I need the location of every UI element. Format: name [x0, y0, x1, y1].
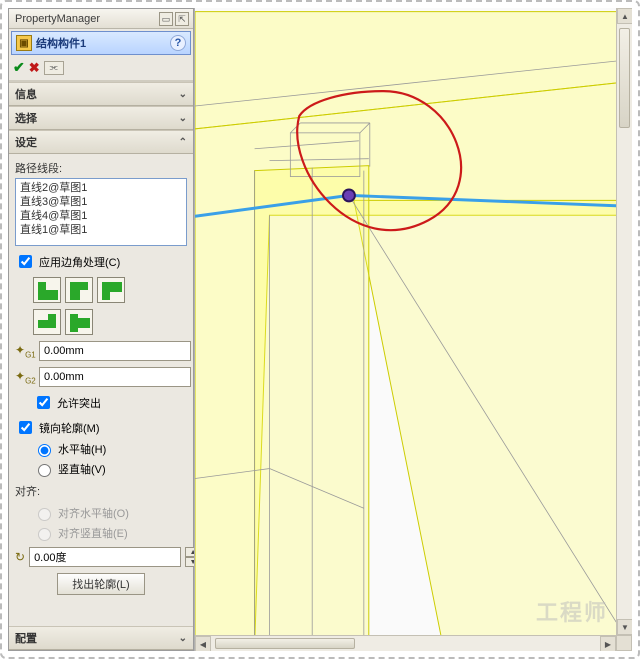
- mirror-profile-checkbox[interactable]: [19, 421, 32, 434]
- corner-treatment-5[interactable]: [65, 309, 93, 335]
- path-segments-list[interactable]: 直线2@草图1 直线3@草图1 直线4@草图1 直线1@草图1: [15, 178, 187, 246]
- g1-icon: ✦G1: [15, 343, 35, 359]
- chevron-up-icon: ⌃: [179, 137, 187, 148]
- corner-treatment-3[interactable]: [97, 277, 125, 303]
- scroll-h-track[interactable]: [211, 636, 600, 651]
- panel-title: PropertyManager: [15, 13, 100, 25]
- viewport-svg: [195, 8, 632, 651]
- section-info-header[interactable]: 信息 ⌄: [9, 82, 193, 106]
- scroll-up-arrow[interactable]: ▲: [617, 8, 632, 24]
- chevron-down-icon: ⌄: [179, 89, 187, 100]
- angle-input[interactable]: [29, 547, 181, 567]
- chevron-down-icon: ⌄: [179, 633, 187, 644]
- scroll-down-arrow[interactable]: ▼: [617, 619, 632, 635]
- pushpin-button[interactable]: ⫘: [44, 61, 64, 75]
- corner-treatment-4[interactable]: [33, 309, 61, 335]
- panel-pin-icon[interactable]: ⇱: [175, 12, 189, 26]
- feature-icon: ▣: [16, 35, 32, 51]
- corner-treatment-1[interactable]: [33, 277, 61, 303]
- scroll-h-thumb[interactable]: [215, 638, 355, 649]
- path-seg-label: 路径线段:: [15, 160, 187, 176]
- graphics-viewport[interactable]: ▲ ▼ ◀ ▶ 工程师: [194, 8, 632, 651]
- align-h-label: 对齐水平轴(O): [58, 505, 129, 521]
- cancel-button[interactable]: ✖: [29, 60, 40, 76]
- align-label: 对齐:: [15, 483, 40, 499]
- align-h-radio: [38, 508, 51, 521]
- section-config-label: 配置: [15, 630, 37, 646]
- mirror-profile-label: 镜向轮廓(M): [39, 420, 100, 436]
- scrollbar-vertical[interactable]: ▲ ▼: [616, 8, 632, 635]
- allow-protrude-checkbox[interactable]: [37, 396, 50, 409]
- scroll-right-arrow[interactable]: ▶: [600, 636, 616, 651]
- align-v-radio: [38, 528, 51, 541]
- align-v-label: 对齐竖直轴(E): [58, 525, 128, 541]
- find-profile-button[interactable]: 找出轮廓(L): [57, 573, 144, 595]
- panel-titlebar: PropertyManager ▭ ⇱: [9, 9, 193, 29]
- mirror-h-radio[interactable]: [38, 444, 51, 457]
- list-item[interactable]: 直线4@草图1: [20, 209, 182, 223]
- section-select-label: 选择: [15, 110, 37, 126]
- mirror-h-label: 水平轴(H): [58, 441, 106, 457]
- scroll-left-arrow[interactable]: ◀: [195, 636, 211, 651]
- list-item[interactable]: 直线3@草图1: [20, 195, 182, 209]
- corner-treatment-2[interactable]: [65, 277, 93, 303]
- section-settings-label: 设定: [15, 134, 37, 150]
- list-item[interactable]: 直线1@草图1: [20, 223, 182, 237]
- mirror-v-label: 竖直轴(V): [58, 461, 106, 477]
- feature-header: ▣ 结构构件1 ?: [11, 31, 191, 55]
- scroll-corner: [616, 635, 632, 651]
- scroll-v-track[interactable]: [617, 24, 632, 619]
- property-manager-panel: PropertyManager ▭ ⇱ ▣ 结构构件1 ? ✔ ✖ ⫘ 信息 ⌄: [8, 8, 194, 651]
- angle-icon: ↻: [15, 550, 25, 564]
- apply-corner-label: 应用边角处理(C): [39, 254, 120, 270]
- section-settings-header[interactable]: 设定 ⌃: [9, 130, 193, 154]
- mirror-v-radio[interactable]: [38, 464, 51, 477]
- section-info-label: 信息: [15, 86, 37, 102]
- apply-corner-checkbox[interactable]: [19, 255, 32, 268]
- section-config-header[interactable]: 配置 ⌄: [9, 626, 193, 650]
- feature-name: 结构构件1: [36, 35, 86, 51]
- g2-icon: ✦G2: [15, 369, 35, 385]
- panel-layout-icon[interactable]: ▭: [159, 12, 173, 26]
- scroll-v-thumb[interactable]: [619, 28, 630, 128]
- ok-button[interactable]: ✔: [13, 59, 25, 76]
- section-settings-body: 路径线段: 直线2@草图1 直线3@草图1 直线4@草图1 直线1@草图1 应用…: [9, 154, 193, 603]
- g1-input[interactable]: [39, 341, 191, 361]
- list-item[interactable]: 直线2@草图1: [20, 181, 182, 195]
- help-icon[interactable]: ?: [170, 35, 186, 51]
- section-select-header[interactable]: 选择 ⌄: [9, 106, 193, 130]
- scrollbar-horizontal[interactable]: ◀ ▶: [195, 635, 616, 651]
- allow-protrude-label: 允许突出: [57, 395, 101, 411]
- action-row: ✔ ✖ ⫘: [9, 57, 193, 82]
- g2-input[interactable]: [39, 367, 191, 387]
- chevron-down-icon: ⌄: [179, 113, 187, 124]
